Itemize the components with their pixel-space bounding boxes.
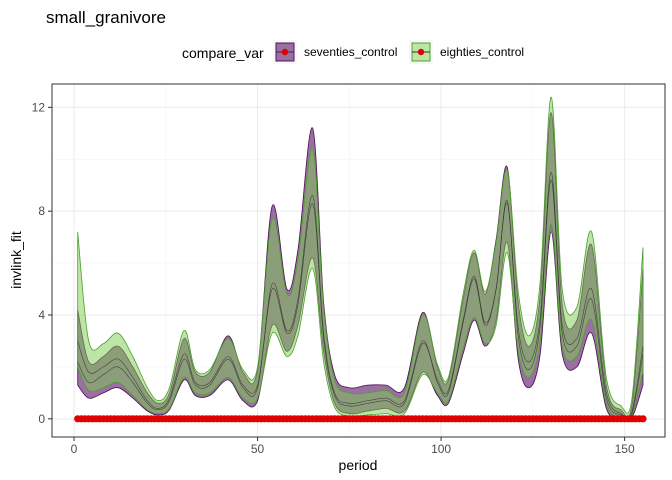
y-tick-label: 0 [38, 412, 45, 426]
fit-line-seventies [77, 179, 644, 420]
y-tick-label: 8 [38, 204, 45, 218]
legend-point-eighties [417, 48, 425, 56]
points [74, 415, 647, 423]
ribbon-eighties [77, 96, 644, 421]
y-tick-label: 4 [38, 308, 45, 322]
chart-title: small_granivore [46, 8, 166, 27]
plot-area [51, 83, 666, 438]
legend: compare_var seventies_control eighties_c… [182, 40, 524, 64]
x-tick-label: 0 [71, 442, 78, 456]
fit-lines [77, 171, 644, 420]
x-tick-label: 100 [431, 442, 451, 456]
x-tick-label: 150 [615, 442, 635, 456]
y-axis-title: invlink_fit [8, 231, 24, 289]
y-tick-label: 12 [32, 100, 46, 114]
ribbons [77, 96, 644, 422]
y-axis: 0 4 8 12 [32, 100, 52, 426]
legend-point-seventies [281, 48, 289, 56]
plot-border [51, 83, 666, 438]
legend-entry-seventies: seventies_control [273, 40, 397, 64]
legend-label-eighties: eighties_control [440, 45, 524, 59]
x-axis-title: period [339, 457, 378, 473]
x-axis: 0 50 100 150 [71, 437, 635, 456]
data-point [639, 415, 647, 423]
legend-label-seventies: seventies_control [304, 45, 397, 59]
fit-line-eighties [77, 171, 644, 418]
x-tick-label: 50 [251, 442, 265, 456]
legend-entry-eighties: eighties_control [409, 40, 524, 64]
plot-background [52, 84, 665, 437]
legend-title: compare_var [182, 45, 264, 61]
